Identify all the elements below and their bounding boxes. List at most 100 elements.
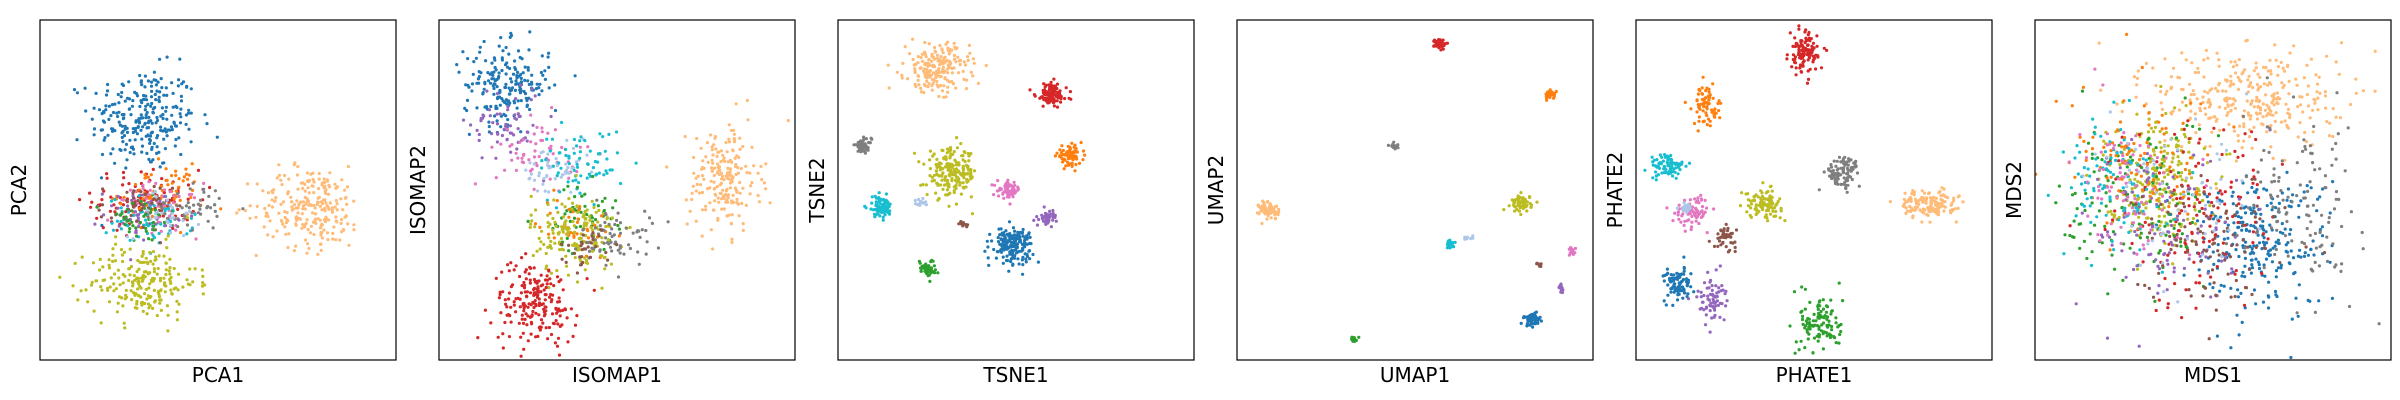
data-point xyxy=(151,250,156,254)
data-point xyxy=(294,223,298,227)
data-point xyxy=(1759,205,1763,209)
data-point xyxy=(156,266,160,271)
data-point xyxy=(124,288,128,292)
data-point xyxy=(188,209,192,213)
data-point xyxy=(275,229,279,233)
data-point xyxy=(1797,348,1801,352)
data-point xyxy=(176,207,180,211)
data-point xyxy=(1058,148,1062,152)
data-point xyxy=(529,98,533,102)
data-point xyxy=(476,336,480,340)
data-point xyxy=(526,219,530,223)
data-point xyxy=(1072,145,1077,149)
data-point xyxy=(546,202,550,207)
data-point xyxy=(193,212,197,216)
data-point xyxy=(913,67,917,71)
cluster-olive xyxy=(58,216,207,333)
data-point xyxy=(75,91,79,95)
data-point xyxy=(490,145,494,149)
data-point xyxy=(148,134,153,138)
data-point xyxy=(153,189,157,194)
data-point xyxy=(728,167,733,171)
data-point xyxy=(164,167,168,171)
data-point xyxy=(2237,58,2241,62)
data-point xyxy=(143,108,147,112)
data-point xyxy=(477,132,481,137)
cluster-olive xyxy=(1502,191,1539,217)
data-point xyxy=(1546,92,1550,96)
data-point xyxy=(917,83,921,87)
data-point xyxy=(508,66,512,71)
data-point xyxy=(151,111,155,115)
data-point xyxy=(519,130,523,134)
data-point xyxy=(1009,259,1013,264)
data-point xyxy=(1903,191,1907,195)
data-point xyxy=(1079,140,1083,145)
data-point xyxy=(1712,244,1717,248)
scatter-points xyxy=(439,30,790,358)
data-point xyxy=(184,211,189,215)
data-point xyxy=(1842,162,1846,166)
data-point xyxy=(545,282,549,286)
data-point xyxy=(1041,88,1045,93)
data-point xyxy=(511,72,516,76)
data-point xyxy=(295,173,299,177)
data-point xyxy=(150,147,154,151)
data-point xyxy=(254,253,258,258)
data-point xyxy=(165,134,169,138)
data-point xyxy=(954,163,959,167)
data-point xyxy=(961,185,965,189)
data-point xyxy=(339,221,343,225)
data-point xyxy=(305,171,309,175)
data-point xyxy=(1749,206,1753,210)
data-point xyxy=(327,183,331,187)
cluster-blue xyxy=(72,55,219,228)
data-point xyxy=(1507,204,1511,208)
data-point xyxy=(1807,30,1811,35)
data-point xyxy=(540,54,544,58)
data-point xyxy=(1716,232,1720,236)
data-point xyxy=(966,151,970,156)
data-point xyxy=(155,136,159,140)
data-point xyxy=(722,178,726,182)
data-point xyxy=(301,223,305,227)
data-point xyxy=(153,105,157,110)
data-point xyxy=(303,182,307,186)
data-point xyxy=(312,191,316,195)
data-point xyxy=(543,69,547,73)
data-point xyxy=(103,136,107,140)
data-point xyxy=(685,222,689,226)
data-point xyxy=(110,103,114,107)
data-point xyxy=(967,154,971,158)
data-point xyxy=(1684,164,1688,168)
data-point xyxy=(320,208,324,212)
data-point xyxy=(155,115,159,120)
data-point xyxy=(1043,211,1048,215)
data-point xyxy=(919,90,924,94)
data-point xyxy=(1451,244,1455,248)
data-point xyxy=(292,249,296,253)
data-point xyxy=(338,238,342,242)
data-point xyxy=(162,276,166,280)
cluster-pink xyxy=(990,178,1021,206)
data-point xyxy=(1774,203,1778,207)
data-point xyxy=(133,293,137,297)
data-point xyxy=(1799,310,1803,314)
data-point xyxy=(213,209,217,213)
data-point xyxy=(883,213,887,217)
scatter-points xyxy=(1643,24,1965,355)
data-point xyxy=(1004,237,1008,241)
data-point xyxy=(107,117,111,121)
data-point xyxy=(295,199,299,203)
data-point xyxy=(537,171,542,175)
data-point xyxy=(869,207,873,211)
data-point xyxy=(189,87,193,91)
data-point xyxy=(1681,296,1685,300)
data-point xyxy=(322,228,326,232)
data-point xyxy=(1704,313,1708,317)
data-point xyxy=(488,114,492,118)
data-point xyxy=(128,247,132,251)
data-point xyxy=(470,82,475,86)
data-point xyxy=(549,332,554,337)
data-point xyxy=(1679,220,1683,224)
